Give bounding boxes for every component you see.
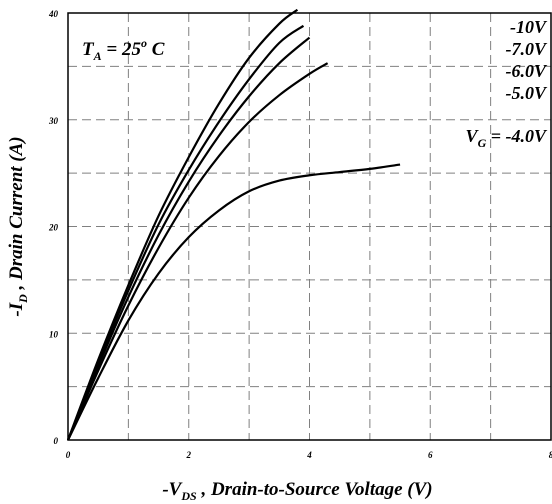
series-line [66, 62, 329, 441]
plot-frame [67, 12, 552, 441]
tick-labels: 0 2 4 6 8 0 10 20 30 40 [48, 9, 552, 460]
series-line [67, 163, 401, 441]
curve-label: -5.0V [506, 83, 548, 103]
y-axis-title: -ID , Drain Current (A) [6, 136, 30, 316]
grid [68, 13, 551, 440]
curve-labels: -10V-7.0V-6.0V-5.0V [506, 17, 548, 103]
curve-label: -7.0V [506, 39, 548, 59]
curve-label: -6.0V [506, 61, 548, 81]
y-tick-label: 0 [54, 436, 59, 446]
curve-label: -10V [510, 17, 548, 37]
y-tick-label: 10 [49, 329, 59, 339]
x-tick-label: 4 [306, 450, 312, 460]
x-axis-title: -VDS , Drain-to-Source Voltage (V) [162, 479, 432, 503]
vg-label: VG = -4.0V [466, 126, 548, 150]
series-lines [66, 8, 401, 441]
series-line [66, 8, 299, 441]
x-tick-label: 2 [186, 450, 192, 460]
x-tick-label: 0 [66, 450, 71, 460]
x-tick-label: 8 [549, 450, 552, 460]
y-tick-label: 30 [48, 116, 59, 126]
series-line [66, 36, 311, 441]
x-tick-label: 6 [428, 450, 433, 460]
y-tick-label: 20 [48, 223, 59, 233]
series-line [66, 24, 305, 441]
y-tick-label: 40 [48, 9, 59, 19]
temperature-annotation: TA = 25o C [82, 36, 165, 63]
